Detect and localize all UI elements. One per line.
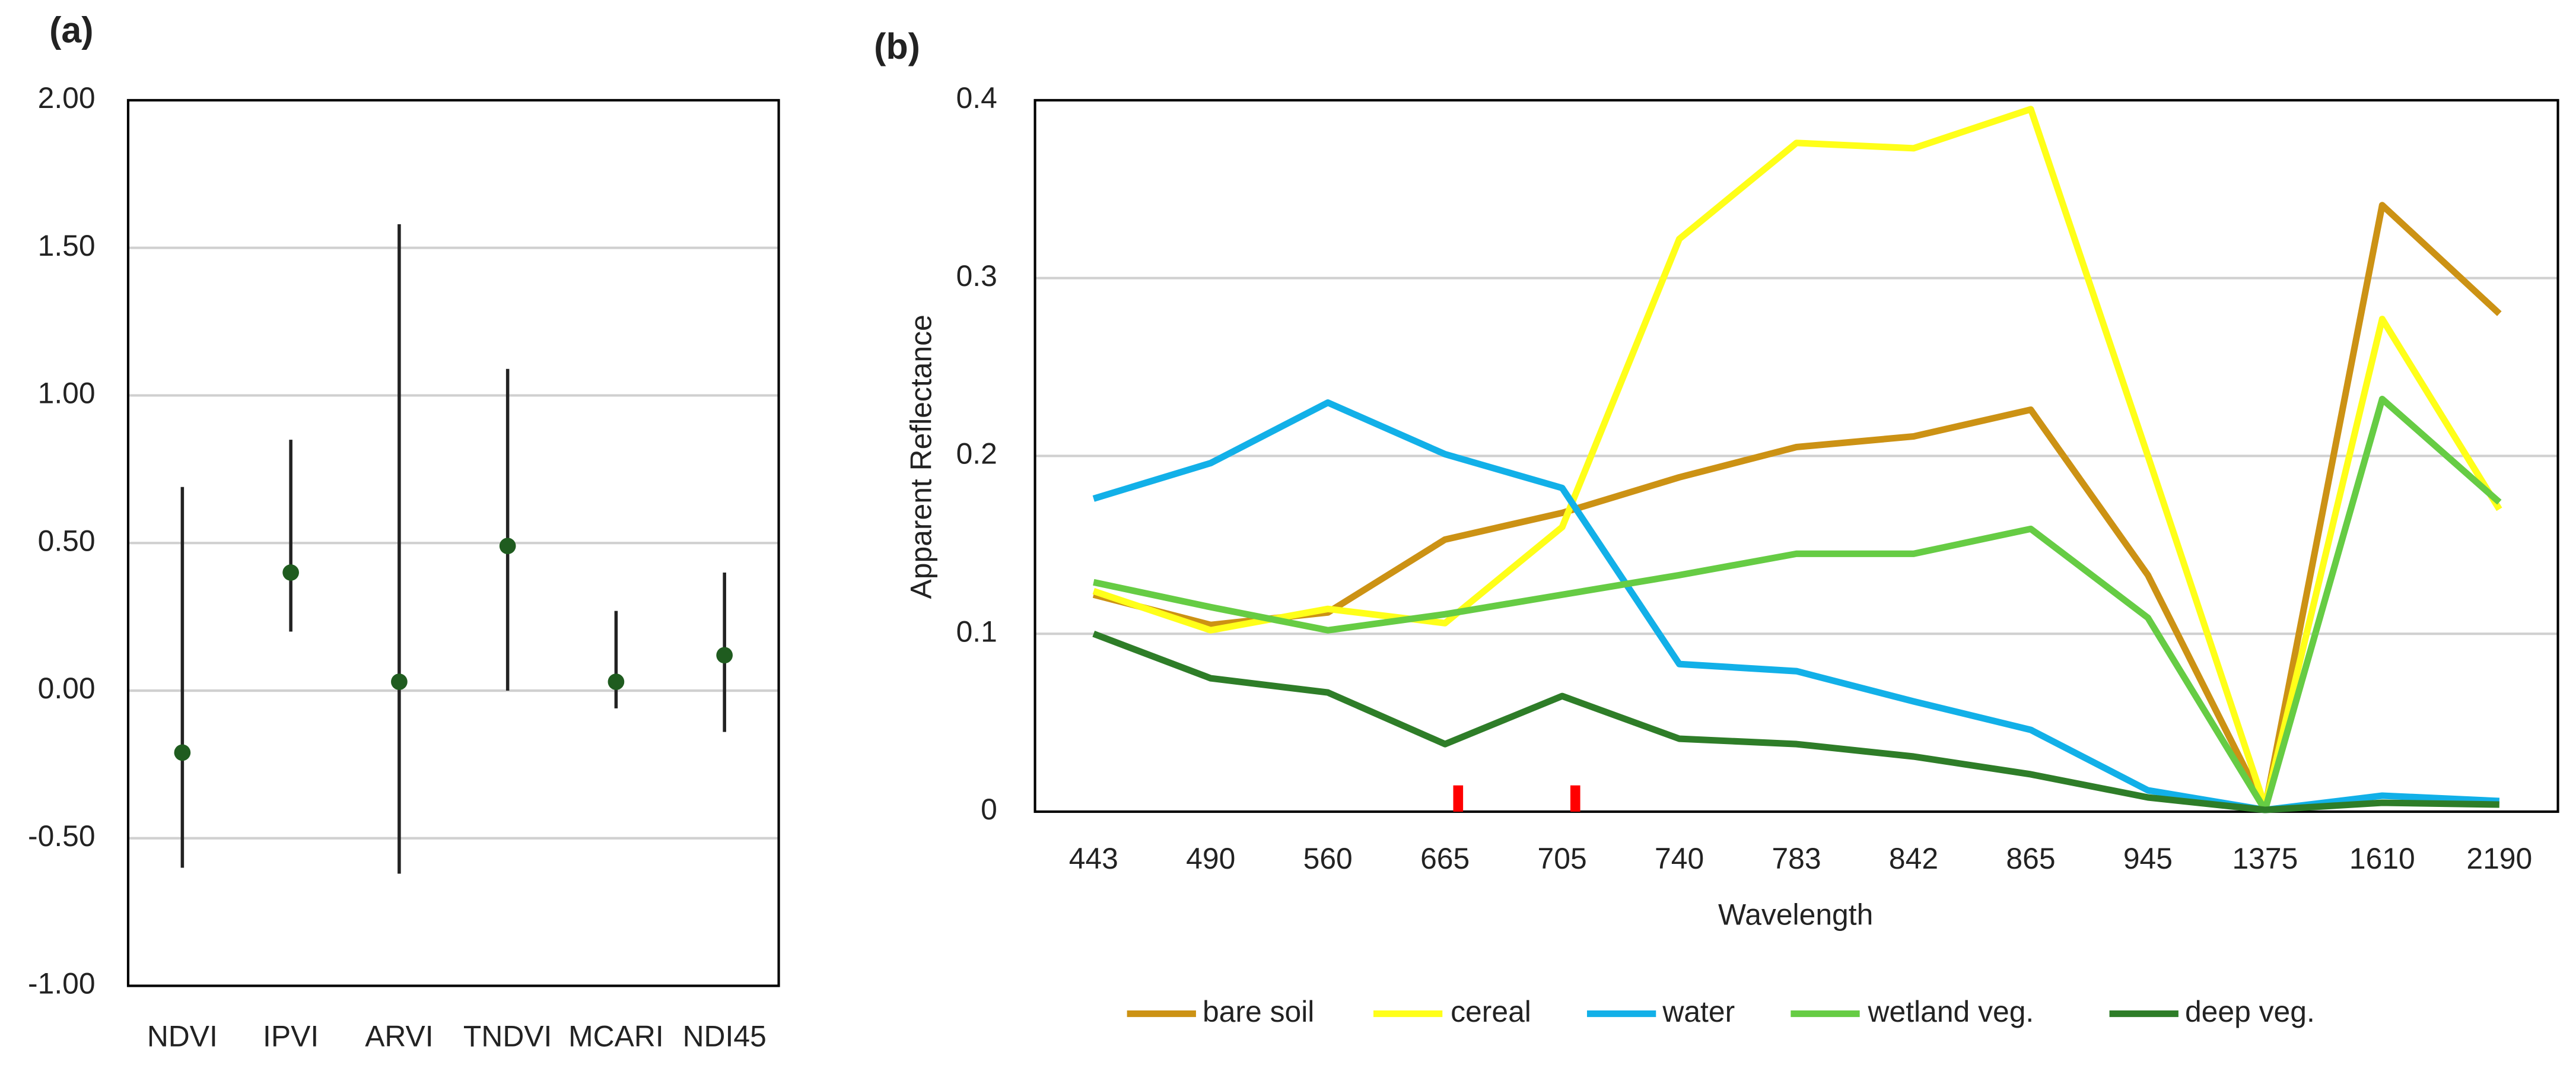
chart-title: (a) bbox=[49, 10, 93, 50]
x-tick-label: 705 bbox=[1538, 842, 1587, 875]
y-tick-label: 0.00 bbox=[38, 672, 96, 705]
x-tick-label: 560 bbox=[1303, 842, 1353, 875]
x-tick-label: 945 bbox=[2123, 842, 2173, 875]
y-tick-label: 0.1 bbox=[956, 615, 997, 648]
y-tick-label: 0.2 bbox=[956, 437, 997, 471]
point bbox=[174, 744, 191, 761]
x-tick-label: 490 bbox=[1186, 842, 1235, 875]
point bbox=[608, 673, 625, 690]
point bbox=[716, 647, 733, 664]
x-tick-label: NDI45 bbox=[683, 1019, 767, 1053]
x-tick-label: 2190 bbox=[2466, 842, 2532, 875]
x-tick-label: 783 bbox=[1772, 842, 1821, 875]
x-tick-label: 1610 bbox=[2349, 842, 2415, 875]
x-tick-label: MCARI bbox=[568, 1019, 664, 1053]
y-tick-label: -0.50 bbox=[28, 819, 96, 853]
plot-frame bbox=[126, 98, 780, 987]
legend-label: cereal bbox=[1451, 995, 1531, 1028]
y-tick-label: 1.50 bbox=[38, 229, 96, 262]
plot-frame bbox=[1033, 98, 2559, 813]
x-tick-label: IPVI bbox=[263, 1019, 319, 1053]
y-tick-label: 0.3 bbox=[956, 259, 997, 293]
band-marker bbox=[1570, 785, 1580, 812]
y-tick-label: 2.00 bbox=[38, 81, 96, 115]
x-tick-label: 865 bbox=[2006, 842, 2055, 875]
series-line bbox=[1092, 631, 2499, 813]
y-axis-label: Apparent Reflectance bbox=[904, 314, 937, 599]
x-tick-label: 665 bbox=[1420, 842, 1470, 875]
point bbox=[282, 564, 299, 581]
x-tick-label: 1375 bbox=[2232, 842, 2298, 875]
legend-label: water bbox=[1662, 995, 1735, 1028]
x-tick-label: 740 bbox=[1655, 842, 1704, 875]
x-tick-label: 443 bbox=[1069, 842, 1118, 875]
point bbox=[499, 538, 516, 555]
y-tick-label: 1.00 bbox=[38, 377, 96, 410]
x-tick-label: 842 bbox=[1889, 842, 1938, 875]
point bbox=[391, 673, 408, 690]
x-tick-label: NDVI bbox=[147, 1019, 218, 1053]
band-marker bbox=[1453, 785, 1464, 812]
x-tick-label: ARVI bbox=[365, 1019, 433, 1053]
chart-title: (b) bbox=[874, 26, 920, 66]
legend-label: bare soil bbox=[1203, 995, 1314, 1028]
y-tick-label: -1.00 bbox=[28, 967, 96, 1000]
legend-label: deep veg. bbox=[2185, 995, 2315, 1028]
y-tick-label: 0 bbox=[981, 793, 997, 826]
x-tick-label: TNDVI bbox=[463, 1019, 552, 1053]
legend-label: wetland veg. bbox=[1868, 995, 2034, 1028]
x-axis-label: Wavelength bbox=[1718, 898, 1873, 931]
y-tick-label: 0.50 bbox=[38, 524, 96, 557]
y-tick-label: 0.4 bbox=[956, 81, 997, 115]
